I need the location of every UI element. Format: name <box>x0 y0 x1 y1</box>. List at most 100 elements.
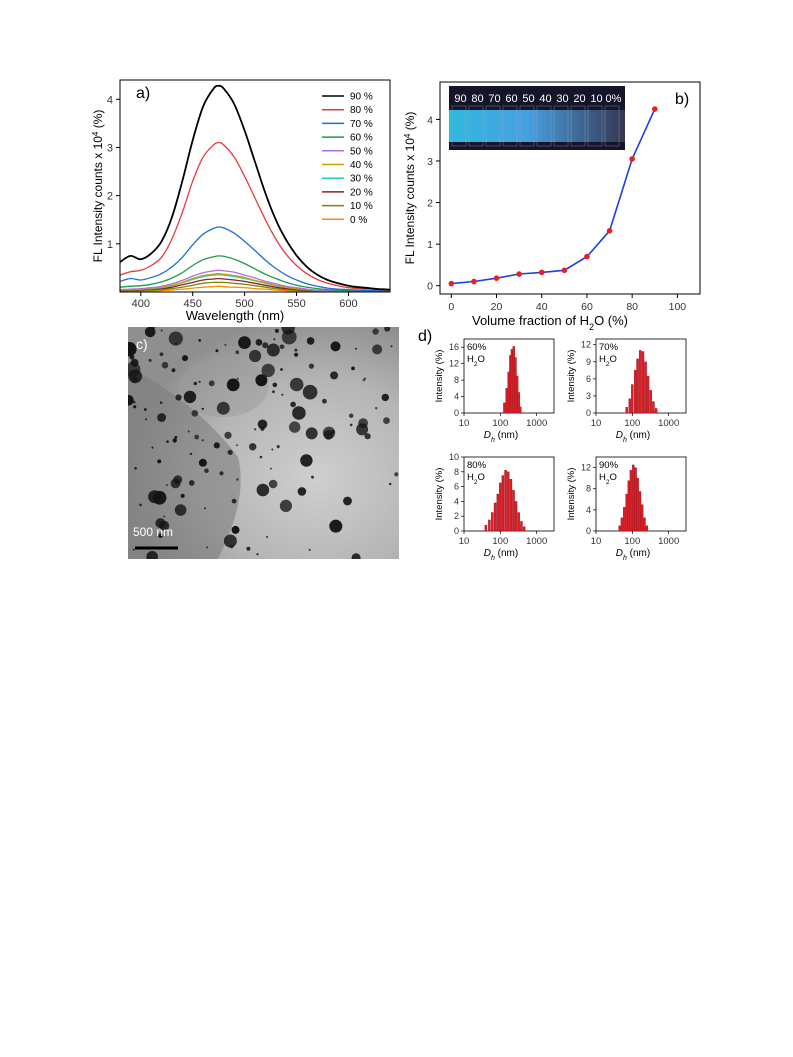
tem-particle <box>204 507 207 510</box>
tem-particle <box>226 378 240 392</box>
tem-particle <box>157 413 166 422</box>
tem-particle <box>235 350 240 355</box>
x-axis-label-sub: 2 <box>589 322 594 330</box>
histogram-bar <box>504 470 507 532</box>
tem-particle <box>183 390 197 404</box>
tem-particle <box>330 371 339 380</box>
tem-particle <box>308 363 314 369</box>
y-tick-label: 9 <box>586 357 591 367</box>
tem-particle <box>394 472 399 477</box>
x-axis-label-sub: h <box>491 437 495 444</box>
inset-vial-label-9: 0% <box>606 93 622 105</box>
x-tick-label: 1000 <box>526 418 547 429</box>
tem-particle <box>194 382 197 385</box>
legend-label-7: 20 % <box>350 187 373 198</box>
panel-d-dls-histograms: d) 0 4 8 12 16 10 100 1000 Dh (nm) Intensity (%) 60… <box>400 325 720 565</box>
x-tick-label: 100 <box>492 536 508 547</box>
histogram-bar <box>625 493 628 532</box>
solvent-h: H <box>467 354 474 365</box>
inset-vial-outline-6 <box>553 105 569 147</box>
histogram-bar <box>509 479 513 532</box>
x-tick-label: 40 <box>536 301 548 313</box>
tem-particle <box>198 380 201 383</box>
histogram-bar <box>640 504 644 532</box>
tem-particle <box>256 553 259 556</box>
y-tick-label: 4 <box>107 94 113 106</box>
tem-particle <box>308 548 311 551</box>
histogram-bar <box>633 370 637 414</box>
x-axis-label-pre: Volume fraction of H <box>472 313 589 328</box>
tem-particle <box>165 484 168 487</box>
solvent-h: H <box>599 472 606 483</box>
x-tick-label: 0 <box>448 301 454 313</box>
data-point-3 <box>516 271 522 277</box>
tem-particle <box>227 449 233 455</box>
legend-label-1: 80 % <box>350 105 373 116</box>
tem-particle <box>249 443 257 451</box>
y-tick-label: 4 <box>427 114 433 126</box>
tem-particle <box>144 326 156 338</box>
tem-particle <box>249 349 262 363</box>
tem-particle <box>236 478 239 481</box>
tem-particle <box>171 368 176 373</box>
histogram-bar <box>506 471 510 532</box>
solvent-o: O <box>610 354 617 365</box>
subplot-pct-label: 70% <box>599 342 619 353</box>
subplot-pct-label: 90% <box>599 460 619 471</box>
tem-particle <box>305 427 318 440</box>
solvent-o: O <box>610 472 617 483</box>
inset-vial-outline-3 <box>502 105 518 147</box>
solvent-o: O <box>478 472 485 483</box>
y-tick-label: 4 <box>454 392 459 402</box>
tem-particle <box>289 421 301 433</box>
histogram-bar <box>646 375 650 414</box>
tem-particle <box>256 483 270 497</box>
tem-particle <box>216 401 230 415</box>
inset-vial-outline-0 <box>451 105 467 147</box>
x-axis-label-sym: D <box>616 548 623 559</box>
histogram-bar <box>641 351 645 414</box>
tem-particle <box>279 344 285 349</box>
x-axis-label: Volume fraction of H2O (%) <box>472 313 628 330</box>
tem-particle <box>280 368 283 371</box>
tem-particle <box>215 349 219 353</box>
tem-particle <box>343 496 352 506</box>
dls-subplot-0: 0 4 8 12 16 10 100 1000 Dh (nm) Intensity (%) 60%H… <box>434 338 555 444</box>
tem-shadow-region <box>178 357 268 417</box>
x-axis-label-unit: (nm) <box>627 430 650 441</box>
series-group <box>120 84 390 292</box>
x-tick-label: 100 <box>624 536 640 547</box>
tem-particle <box>294 348 298 352</box>
x-tick-label: 1000 <box>658 536 679 547</box>
inset-vial-label-2: 70 <box>488 93 500 105</box>
y-tick-label: 0 <box>586 526 591 536</box>
y-axis-label: Intensity (%) <box>566 468 577 521</box>
histogram-bar <box>643 517 646 532</box>
x-tick-label: 550 <box>287 298 305 310</box>
panel-a-emission-spectra: 400 450 500 550 600 1 2 3 4 Wavelength (nm) FL Int… <box>60 70 400 330</box>
y-tick-label: 3 <box>107 142 113 154</box>
histogram-bar <box>654 408 658 414</box>
x-tick-label: 600 <box>339 298 357 310</box>
tem-particle <box>128 369 143 384</box>
data-point-2 <box>493 275 500 282</box>
y-tick-label: 4 <box>454 496 459 506</box>
tem-particle <box>254 428 257 431</box>
subplot-pct-label: 60% <box>467 342 487 353</box>
tem-particle <box>364 433 371 440</box>
inset-vial-label-8: 10 <box>590 93 602 105</box>
x-tick-label: 1000 <box>658 418 679 429</box>
tem-particle <box>159 352 164 357</box>
y-tick-label: 4 <box>586 505 591 515</box>
tem-particle <box>160 329 163 332</box>
tem-particle <box>204 468 209 473</box>
tem-particle <box>261 363 275 378</box>
histogram-bar <box>620 517 624 532</box>
subplot-solvent-label: H2O <box>599 354 617 368</box>
tem-particle <box>159 520 170 531</box>
y-tick-label: 2 <box>454 511 459 521</box>
tem-particle <box>238 336 251 349</box>
histogram-bar <box>484 524 488 532</box>
y-tick-label: 0 <box>586 408 591 418</box>
